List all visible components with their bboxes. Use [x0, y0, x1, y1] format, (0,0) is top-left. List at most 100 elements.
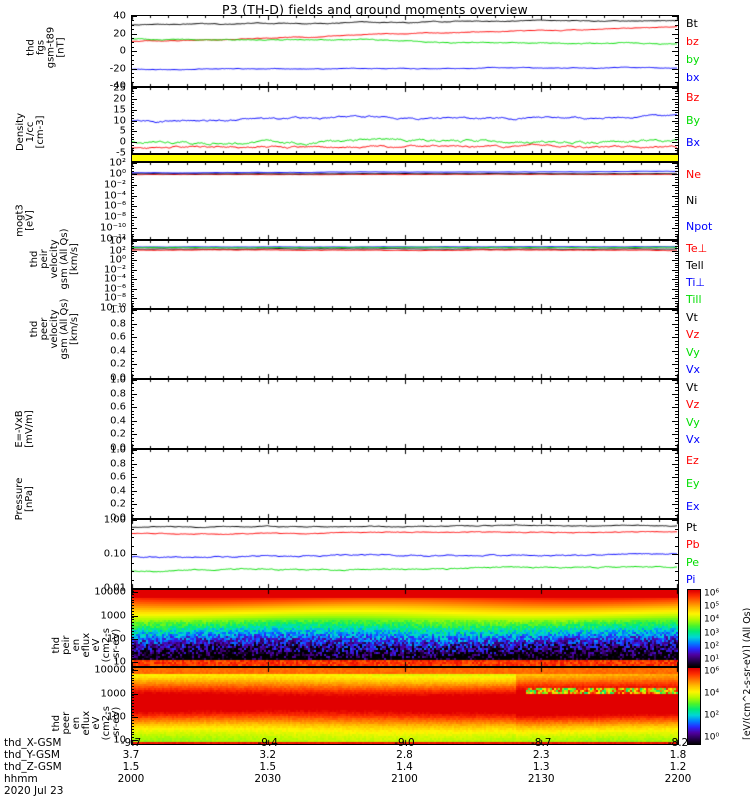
ytick-minor: [131, 424, 134, 425]
ytick-minor: [675, 225, 678, 226]
ytick-minor: [675, 400, 678, 401]
ytick-minor: [131, 91, 134, 92]
ytick-minor: [675, 448, 678, 449]
ytick-minor: [131, 697, 134, 698]
legend-fgs-gsm-by: by: [686, 53, 700, 66]
ytick-minor: [131, 656, 134, 657]
xaxis-tick-value: -9.4: [257, 737, 279, 749]
ytick-minor: [675, 508, 678, 509]
ytick-minor: [131, 93, 134, 94]
xaxis-tick-value: -8.7: [531, 737, 552, 749]
ytick-minor: [131, 96, 134, 97]
ytick-minor: [131, 99, 134, 100]
ytick-minor: [675, 77, 678, 78]
ytick-minor: [675, 481, 678, 482]
ytick-minor: [131, 678, 134, 679]
ytick-label: 0.0: [110, 372, 126, 384]
ytick-minor: [675, 474, 678, 475]
ytick-minor: [675, 588, 678, 589]
ytick-minor: [675, 294, 678, 295]
ytick-minor: [675, 51, 678, 52]
ytick-minor: [675, 190, 678, 191]
ytick-minor: [675, 193, 678, 194]
ytick-minor: [131, 504, 134, 505]
ytick-minor: [675, 148, 678, 149]
xaxis-tick-value: 1.3: [532, 761, 550, 773]
ytick-minor: [675, 196, 678, 197]
legend-efield-Ey: Ey: [686, 477, 700, 490]
ytick-minor: [675, 187, 678, 188]
ytick-minor: [675, 394, 678, 395]
xaxis-tick-value: 2030: [254, 773, 282, 785]
ytick-minor: [131, 47, 134, 48]
ytick-minor: [675, 179, 678, 180]
xaxis-tick-value: 2130: [527, 773, 555, 785]
ytick-minor: [131, 277, 134, 278]
panel-fgs-gsm: [131, 15, 679, 87]
ytick-minor: [675, 428, 678, 429]
ytick-label: -5: [116, 147, 126, 159]
ytick-label: 0.6: [110, 471, 126, 483]
ytick-minor: [131, 174, 134, 175]
xaxis-tick-value: 2.3: [532, 749, 550, 761]
ytick-minor: [131, 457, 134, 458]
ytick-minor: [675, 330, 678, 331]
ytick-minor: [131, 740, 134, 741]
ytick-label: 10⁻⁸: [103, 211, 126, 223]
ytick-minor: [675, 129, 678, 130]
ytick-minor: [675, 270, 678, 271]
ytick-minor: [131, 675, 134, 676]
ytick-minor: [675, 248, 678, 249]
ytick-minor: [675, 453, 678, 454]
legend-fgs-gsm-bx: bx: [686, 71, 700, 84]
ytick-mark: [131, 421, 137, 422]
xaxis-tick-value: 3.2: [259, 749, 277, 761]
ytick-minor: [675, 201, 678, 202]
ytick-minor: [131, 196, 134, 197]
ytick-minor: [675, 358, 678, 359]
ytick-minor: [675, 450, 678, 451]
ytick-minor: [675, 286, 678, 287]
ytick-minor: [131, 464, 134, 465]
ytick-minor: [675, 246, 678, 247]
ytick-minor: [131, 481, 134, 482]
ytick-minor: [675, 580, 678, 581]
ytick-minor: [675, 185, 678, 186]
ytick-minor: [675, 38, 678, 39]
ytick-minor: [131, 239, 134, 240]
ytick-minor: [131, 282, 134, 283]
ytick-label: -20: [109, 63, 126, 74]
ytick-minor: [131, 387, 134, 388]
yaxis-title-line: [nPa]: [24, 486, 35, 512]
ytick-minor: [675, 371, 678, 372]
ytick-minor: [131, 118, 134, 119]
ytick-minor: [131, 375, 134, 376]
ytick-minor: [131, 150, 134, 151]
ytick-mark: [131, 407, 137, 408]
ytick-mark: [131, 464, 137, 465]
ytick-minor: [131, 546, 134, 547]
ytick-minor: [675, 25, 678, 26]
legend-pressure-Pi: Pi: [686, 573, 696, 587]
ytick-minor: [131, 289, 134, 290]
ytick-minor: [131, 491, 134, 492]
ytick-minor: [131, 139, 134, 140]
ytick-mark: [131, 142, 137, 143]
ytick-label: 1.0: [110, 374, 126, 386]
ytick-mark: [131, 206, 137, 207]
ytick-minor: [131, 153, 134, 154]
colorbar-label: 10⁶: [704, 666, 720, 677]
ytick-mark: [131, 121, 137, 122]
ytick-minor: [131, 286, 134, 287]
ytick-minor: [675, 275, 678, 276]
ytick-minor: [131, 611, 134, 612]
ytick-minor: [675, 434, 678, 435]
ytick-minor: [675, 112, 678, 113]
ytick-minor: [131, 383, 134, 384]
ytick-minor: [675, 511, 678, 512]
ytick-label: 10⁻¹⁰: [99, 222, 126, 234]
ytick-minor: [131, 42, 134, 43]
ytick-minor: [675, 324, 678, 325]
ytick-minor: [675, 118, 678, 119]
yaxis-title-peer-eflux: thd peer en eflux eV (cm2-s -sr-eV): [51, 706, 122, 740]
